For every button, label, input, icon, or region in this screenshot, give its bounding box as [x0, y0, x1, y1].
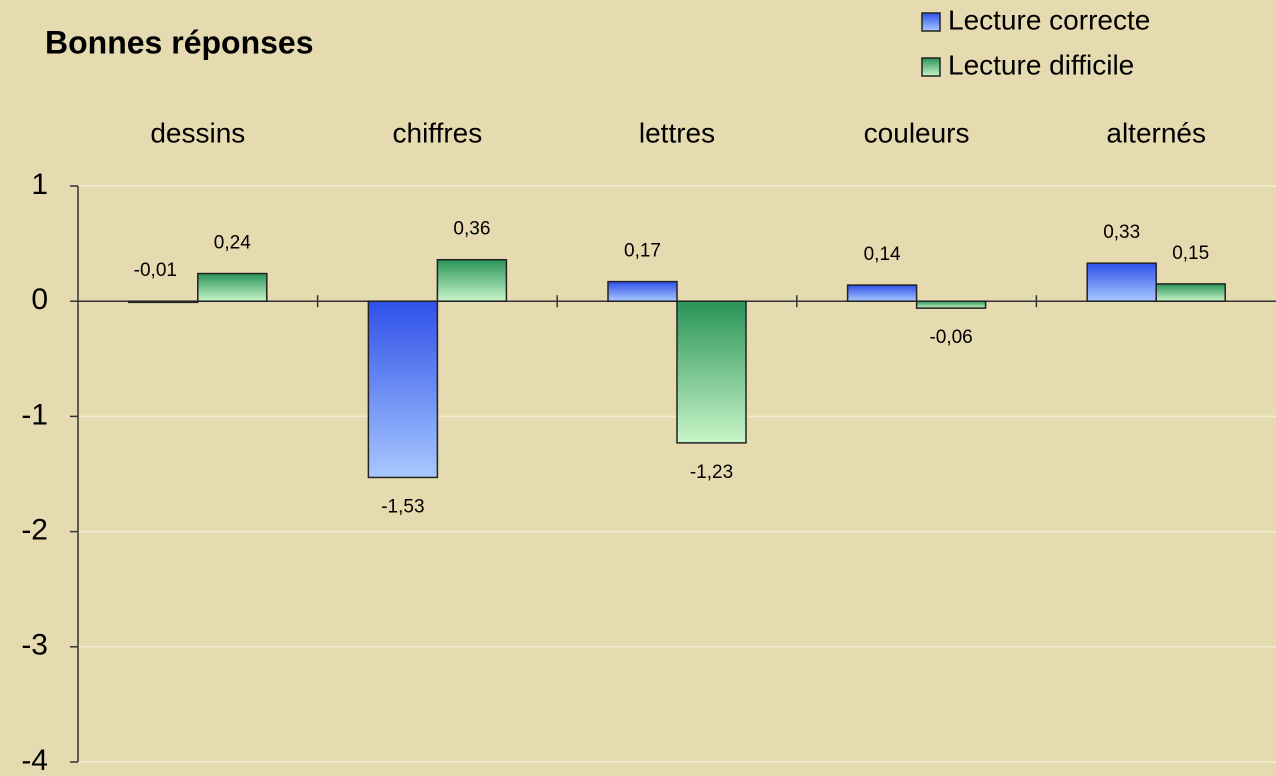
x-category-label: couleurs: [864, 117, 970, 148]
value-label: 0,36: [453, 219, 490, 240]
y-tick-label: -1: [21, 398, 48, 431]
x-category-label: dessins: [150, 117, 245, 148]
y-tick-label: -2: [21, 514, 48, 547]
chart-title: Bonnes réponses: [45, 24, 314, 60]
legend-swatch: [921, 12, 941, 32]
bar: [607, 280, 678, 302]
bar: [1155, 283, 1226, 302]
value-label: -1,23: [690, 462, 733, 483]
legend-label: Lecture correcte: [948, 4, 1150, 35]
x-category-label: alternés: [1106, 117, 1206, 148]
y-tick-label: -4: [21, 744, 48, 776]
y-tick-label: 0: [31, 283, 48, 316]
x-category-label: chiffres: [393, 117, 483, 148]
bar: [915, 300, 987, 309]
value-label: -1,53: [381, 496, 424, 517]
bar: [197, 272, 268, 302]
y-tick-label: 1: [31, 168, 48, 201]
bar: [846, 284, 918, 302]
bar: [1086, 262, 1157, 302]
bar: [367, 300, 439, 479]
value-label: 0,14: [864, 244, 901, 265]
value-label: 0,15: [1172, 243, 1209, 264]
bar: [436, 258, 508, 302]
y-tick-label: -3: [21, 629, 48, 662]
value-label: -0,06: [929, 327, 972, 348]
value-label: 0,33: [1103, 222, 1140, 243]
legend-label: Lecture difficile: [948, 49, 1134, 80]
bar: [128, 300, 199, 304]
legend-swatch: [921, 57, 941, 77]
value-label: 0,24: [214, 233, 251, 254]
bar: [676, 300, 747, 444]
value-label: 0,17: [624, 241, 661, 262]
x-category-label: lettres: [639, 117, 715, 148]
value-label: -0,01: [134, 260, 177, 281]
